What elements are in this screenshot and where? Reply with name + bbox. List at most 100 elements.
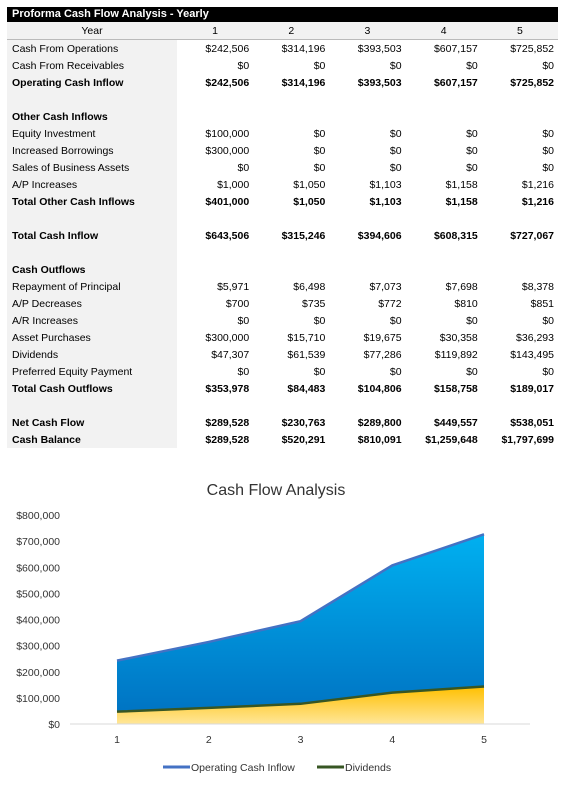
cell-value: $0	[389, 314, 402, 327]
cell-value	[329, 397, 405, 414]
cell-value: $0	[542, 144, 554, 157]
row-label: Net Cash Flow	[7, 414, 177, 431]
cell-value: $1,216	[521, 195, 554, 208]
cell-value: $0	[313, 314, 326, 327]
y-tick-label: $800,000	[16, 510, 60, 522]
cell-value: $1,797,699	[501, 433, 554, 446]
cell-value	[177, 244, 253, 261]
cell-value: $1,216	[521, 178, 554, 191]
cell-value: $0	[466, 161, 478, 174]
cell-value: $0	[389, 144, 402, 157]
table-row: Equity Investment $100,000 $0 $0 $0 $0	[7, 125, 558, 142]
year-header: 4	[405, 22, 482, 40]
row-label: Repayment of Principal	[7, 278, 177, 295]
cell-value: $100,000	[205, 127, 250, 140]
blank-row	[7, 91, 558, 108]
cell-value: $30,358	[439, 331, 478, 344]
x-tick-label: 4	[389, 734, 395, 746]
cell-value: $0	[389, 127, 402, 140]
cell-value: $8,378	[521, 280, 554, 293]
cell-value: $0	[542, 314, 554, 327]
cell-value	[406, 210, 482, 227]
blank-row	[7, 210, 558, 227]
blank-row	[7, 244, 558, 261]
legend-label: Operating Cash Inflow	[191, 762, 295, 774]
cell-value: $104,806	[357, 382, 402, 395]
cell-value: $47,307	[211, 348, 250, 361]
row-label: A/P Increases	[7, 176, 177, 193]
cell-value: $0	[313, 127, 326, 140]
chart-title: Cash Flow Analysis	[207, 482, 346, 499]
row-label: Sales of Business Assets	[7, 159, 177, 176]
cell-value: $0	[313, 161, 326, 174]
cell-value: $1,000	[217, 178, 250, 191]
cell-value	[406, 91, 482, 108]
table-row: Cash Outflows	[7, 261, 558, 278]
cell-value: $538,051	[510, 416, 554, 429]
cell-value: $1,103	[369, 178, 402, 191]
cell-value: $84,483	[287, 382, 326, 395]
row-label: Increased Borrowings	[7, 142, 177, 159]
blank-row	[7, 397, 558, 414]
cell-value: $77,286	[363, 348, 402, 361]
year-label: Year	[7, 22, 177, 40]
table-row: Preferred Equity Payment $0 $0 $0 $0 $0	[7, 363, 558, 380]
y-tick-label: $300,000	[16, 641, 60, 653]
y-tick-label: $100,000	[16, 693, 60, 705]
cell-value: $393,503	[357, 42, 402, 55]
cell-value: $353,978	[205, 382, 250, 395]
cell-value: $1,050	[293, 195, 326, 208]
x-tick-label: 5	[481, 734, 487, 746]
table-row: Increased Borrowings $300,000 $0 $0 $0 $0	[7, 142, 558, 159]
row-label	[7, 91, 177, 108]
legend-label: Dividends	[345, 762, 391, 774]
cell-value: $0	[466, 314, 478, 327]
table-row: Other Cash Inflows	[7, 108, 558, 125]
cell-value: $449,557	[433, 416, 478, 429]
cell-value	[482, 261, 558, 278]
cell-value	[253, 261, 329, 278]
y-tick-label: $500,000	[16, 588, 60, 600]
row-label	[7, 244, 177, 261]
cell-value	[406, 261, 482, 278]
row-label: Asset Purchases	[7, 329, 177, 346]
row-label: Cash Outflows	[7, 261, 177, 278]
year-header: 3	[329, 22, 406, 40]
row-label: Equity Investment	[7, 125, 177, 142]
y-tick-label: $0	[48, 719, 60, 731]
cell-value	[177, 397, 253, 414]
row-label: Total Cash Inflow	[7, 227, 177, 244]
cell-value: $401,000	[205, 195, 250, 208]
table-row: Cash From Receivables $0 $0 $0 $0 $0	[7, 57, 558, 74]
table-row: Repayment of Principal $5,971 $6,498 $7,073…	[7, 278, 558, 295]
cell-value	[177, 91, 253, 108]
cell-value: $1,158	[445, 178, 478, 191]
cell-value	[406, 108, 482, 125]
row-label: Operating Cash Inflow	[7, 74, 177, 91]
cell-value: $1,259,648	[425, 433, 478, 446]
cell-value: $0	[313, 144, 326, 157]
row-label: A/R Increases	[7, 312, 177, 329]
sheet-title: Proforma Cash Flow Analysis - Yearly	[7, 7, 558, 22]
cell-value	[253, 91, 329, 108]
x-tick-label: 3	[298, 734, 304, 746]
line-dividends	[116, 685, 485, 713]
cell-value	[253, 397, 329, 414]
cell-value: $7,698	[445, 280, 478, 293]
cell-value: $0	[237, 161, 250, 174]
y-tick-label: $200,000	[16, 667, 60, 679]
cell-value: $851	[530, 297, 554, 310]
cell-value	[177, 210, 253, 227]
year-header-row: Year 1 2 3 4 5	[7, 22, 558, 40]
line-operating-cash-inflow	[116, 533, 485, 662]
table-row: Asset Purchases $300,000 $15,710 $19,675 $30…	[7, 329, 558, 346]
cell-value: $810,091	[357, 433, 402, 446]
cell-value: $607,157	[433, 76, 478, 89]
table-row: Cash Balance $289,528 $520,291 $810,091 $1,2…	[7, 431, 558, 448]
cell-value: $0	[542, 161, 554, 174]
cell-value	[482, 244, 558, 261]
table-row: Total Other Cash Inflows $401,000 $1,050 $1…	[7, 193, 558, 210]
cell-value: $607,157	[433, 42, 478, 55]
cash-flow-chart: Cash Flow Analysis $0 $100,000 $200,000 $30…	[16, 482, 530, 774]
cell-value: $61,539	[287, 348, 326, 361]
